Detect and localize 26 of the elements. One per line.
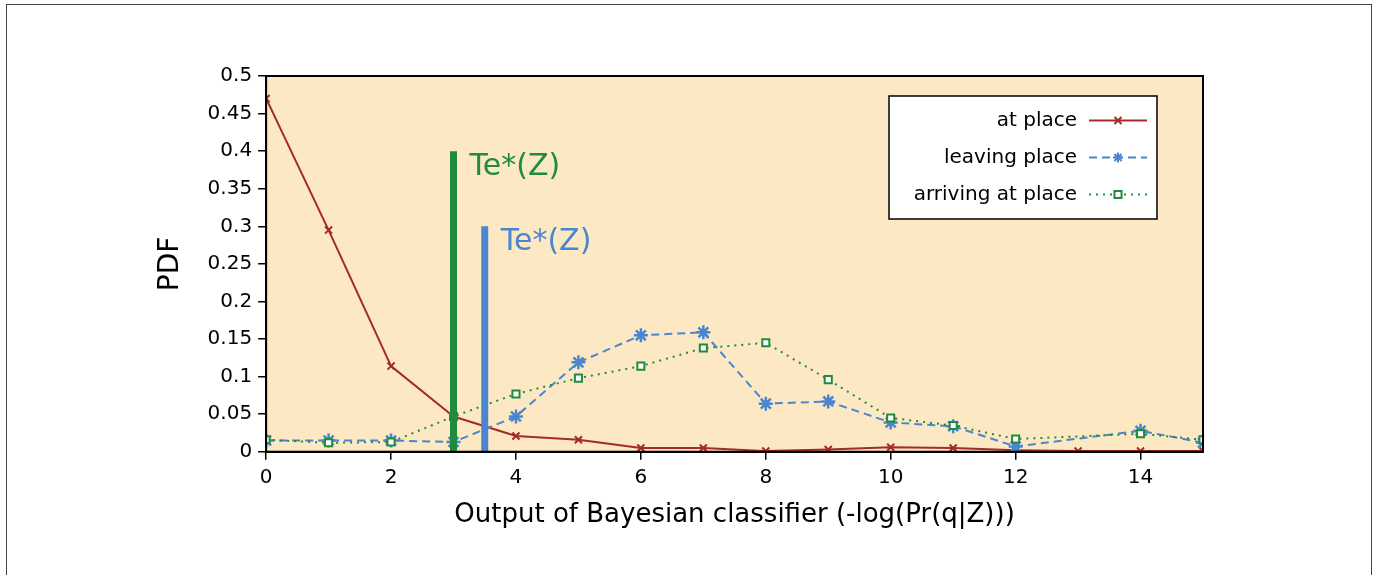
- legend-label: arriving at place: [913, 180, 1077, 205]
- x-tick-label: 4: [509, 464, 523, 488]
- series-label: Te*(Z): [499, 222, 592, 258]
- y-tick-label: 0.2: [220, 287, 253, 312]
- x-axis-title: Output of Bayesian classifier (-log(Pr(q|Z))): [454, 498, 1015, 530]
- x-tick-label: 2: [384, 464, 398, 488]
- y-tick-label: 0.45: [207, 99, 253, 124]
- x-tick-label: 6: [634, 464, 648, 488]
- x-tick-label: 8: [759, 464, 773, 488]
- x-tick-label: 12: [1002, 464, 1029, 488]
- x-tick-label: 10: [877, 464, 904, 488]
- x-tick-label: 0: [259, 464, 273, 488]
- y-tick-label: 0.05: [207, 400, 253, 425]
- y-tick-label: 0.5: [220, 62, 253, 87]
- y-tick-label: 0.3: [220, 212, 253, 237]
- legend-label: leaving place: [943, 143, 1077, 168]
- x-tick-label: 14: [1127, 464, 1154, 488]
- y-tick-label: 0.15: [207, 325, 253, 350]
- series-label: Te*(Z): [468, 146, 561, 182]
- y-tick-label: 0.1: [220, 362, 253, 387]
- y-tick-label: 0.25: [207, 250, 253, 275]
- y-tick-label: 0: [239, 438, 253, 462]
- legend-label: at place: [996, 106, 1077, 131]
- y-tick-label: 0.35: [207, 174, 253, 199]
- y-tick-label: 0.4: [220, 137, 253, 162]
- y-axis-title: PDF: [152, 236, 186, 292]
